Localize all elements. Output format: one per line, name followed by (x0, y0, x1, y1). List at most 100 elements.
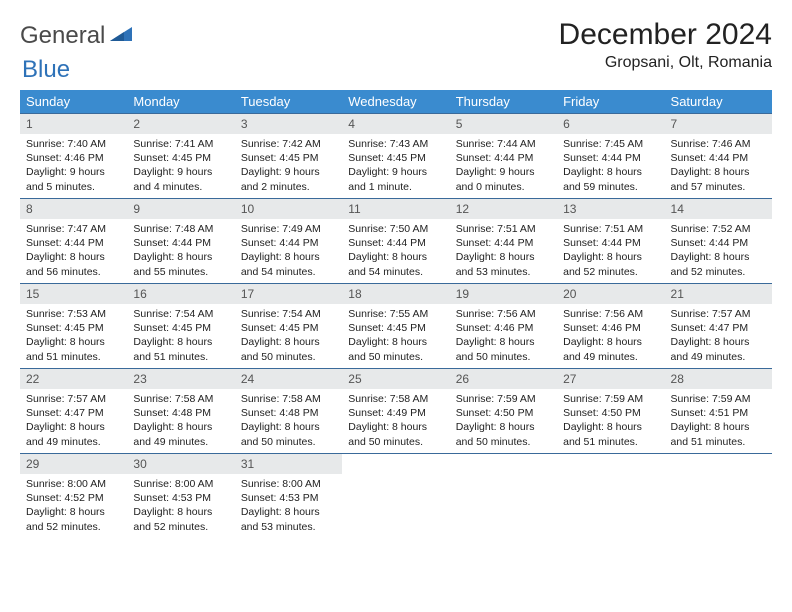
calendar-week-row: 29Sunrise: 8:00 AMSunset: 4:52 PMDayligh… (20, 454, 772, 539)
daylight-text-1: Daylight: 8 hours (456, 335, 551, 349)
daylight-text-2: and 59 minutes. (563, 180, 658, 194)
day-info: Sunrise: 7:40 AMSunset: 4:46 PMDaylight:… (20, 134, 127, 198)
day-info: Sunrise: 7:51 AMSunset: 4:44 PMDaylight:… (557, 219, 664, 283)
day-info: Sunrise: 7:42 AMSunset: 4:45 PMDaylight:… (235, 134, 342, 198)
sunrise-text: Sunrise: 7:51 AM (563, 222, 658, 236)
day-number: 15 (20, 284, 127, 304)
daylight-text-2: and 51 minutes. (26, 350, 121, 364)
daylight-text-1: Daylight: 8 hours (348, 420, 443, 434)
title-block: December 2024 Gropsani, Olt, Romania (559, 18, 772, 72)
daylight-text-2: and 52 minutes. (26, 520, 121, 534)
sunset-text: Sunset: 4:44 PM (456, 151, 551, 165)
calendar-table: Sunday Monday Tuesday Wednesday Thursday… (20, 90, 772, 539)
daylight-text-1: Daylight: 8 hours (671, 250, 766, 264)
sunset-text: Sunset: 4:45 PM (348, 321, 443, 335)
day-info: Sunrise: 7:52 AMSunset: 4:44 PMDaylight:… (665, 219, 772, 283)
sunset-text: Sunset: 4:52 PM (26, 491, 121, 505)
day-info: Sunrise: 7:47 AMSunset: 4:44 PMDaylight:… (20, 219, 127, 283)
weekday-header: Sunday (20, 90, 127, 114)
day-info: Sunrise: 7:43 AMSunset: 4:45 PMDaylight:… (342, 134, 449, 198)
day-info: Sunrise: 7:54 AMSunset: 4:45 PMDaylight:… (235, 304, 342, 368)
calendar-day-cell: 9Sunrise: 7:48 AMSunset: 4:44 PMDaylight… (127, 199, 234, 284)
sunrise-text: Sunrise: 7:53 AM (26, 307, 121, 321)
calendar-day-cell: 26Sunrise: 7:59 AMSunset: 4:50 PMDayligh… (450, 369, 557, 454)
day-number: 13 (557, 199, 664, 219)
calendar-day-cell: 11Sunrise: 7:50 AMSunset: 4:44 PMDayligh… (342, 199, 449, 284)
location-text: Gropsani, Olt, Romania (559, 54, 772, 72)
sunrise-text: Sunrise: 7:44 AM (456, 137, 551, 151)
sunset-text: Sunset: 4:50 PM (563, 406, 658, 420)
calendar-day-cell: 31Sunrise: 8:00 AMSunset: 4:53 PMDayligh… (235, 454, 342, 539)
daylight-text-2: and 57 minutes. (671, 180, 766, 194)
day-info: Sunrise: 7:56 AMSunset: 4:46 PMDaylight:… (450, 304, 557, 368)
daylight-text-1: Daylight: 8 hours (241, 420, 336, 434)
daylight-text-1: Daylight: 8 hours (26, 505, 121, 519)
sunrise-text: Sunrise: 7:46 AM (671, 137, 766, 151)
weekday-header: Thursday (450, 90, 557, 114)
calendar-day-cell: 28Sunrise: 7:59 AMSunset: 4:51 PMDayligh… (665, 369, 772, 454)
day-number: 29 (20, 454, 127, 474)
sunrise-text: Sunrise: 8:00 AM (133, 477, 228, 491)
sunrise-text: Sunrise: 7:59 AM (563, 392, 658, 406)
daylight-text-1: Daylight: 8 hours (133, 420, 228, 434)
daylight-text-2: and 5 minutes. (26, 180, 121, 194)
day-info: Sunrise: 7:58 AMSunset: 4:48 PMDaylight:… (235, 389, 342, 453)
weekday-header: Monday (127, 90, 234, 114)
calendar-day-cell: 29 Sunrise: 8:00 AMSunset: 4:52 PMDayligh… (20, 454, 127, 539)
daylight-text-2: and 56 minutes. (26, 265, 121, 279)
calendar-day-cell: 19Sunrise: 7:56 AMSunset: 4:46 PMDayligh… (450, 284, 557, 369)
daylight-text-2: and 52 minutes. (671, 265, 766, 279)
calendar-day-cell: 6Sunrise: 7:45 AMSunset: 4:44 PMDaylight… (557, 114, 664, 199)
sunset-text: Sunset: 4:48 PM (241, 406, 336, 420)
sunrise-text: Sunrise: 7:58 AM (241, 392, 336, 406)
sunrise-text: Sunrise: 8:00 AM (241, 477, 336, 491)
calendar-day-cell: 24Sunrise: 7:58 AMSunset: 4:48 PMDayligh… (235, 369, 342, 454)
calendar-day-cell: 20Sunrise: 7:56 AMSunset: 4:46 PMDayligh… (557, 284, 664, 369)
calendar-day-cell: 12Sunrise: 7:51 AMSunset: 4:44 PMDayligh… (450, 199, 557, 284)
day-number: 3 (235, 114, 342, 134)
daylight-text-2: and 4 minutes. (133, 180, 228, 194)
weekday-header: Tuesday (235, 90, 342, 114)
sunset-text: Sunset: 4:45 PM (348, 151, 443, 165)
sunrise-text: Sunrise: 7:52 AM (671, 222, 766, 236)
daylight-text-1: Daylight: 8 hours (563, 420, 658, 434)
daylight-text-1: Daylight: 8 hours (563, 335, 658, 349)
calendar-page: General December 2024 Gropsani, Olt, Rom… (0, 0, 792, 549)
sunset-text: Sunset: 4:46 PM (26, 151, 121, 165)
calendar-day-cell: 18Sunrise: 7:55 AMSunset: 4:45 PMDayligh… (342, 284, 449, 369)
sunset-text: Sunset: 4:44 PM (671, 236, 766, 250)
calendar-day-cell: 22Sunrise: 7:57 AMSunset: 4:47 PMDayligh… (20, 369, 127, 454)
daylight-text-1: Daylight: 8 hours (456, 250, 551, 264)
sunset-text: Sunset: 4:44 PM (563, 236, 658, 250)
daylight-text-1: Daylight: 8 hours (26, 250, 121, 264)
brand-part1: General (20, 22, 105, 50)
sunrise-text: Sunrise: 8:00 AM (26, 477, 121, 491)
sunset-text: Sunset: 4:44 PM (241, 236, 336, 250)
daylight-text-1: Daylight: 8 hours (456, 420, 551, 434)
daylight-text-1: Daylight: 9 hours (26, 165, 121, 179)
calendar-week-row: 22Sunrise: 7:57 AMSunset: 4:47 PMDayligh… (20, 369, 772, 454)
day-number: 27 (557, 369, 664, 389)
weekday-header: Friday (557, 90, 664, 114)
daylight-text-2: and 53 minutes. (456, 265, 551, 279)
daylight-text-1: Daylight: 9 hours (241, 165, 336, 179)
sunrise-text: Sunrise: 7:58 AM (133, 392, 228, 406)
sunrise-text: Sunrise: 7:41 AM (133, 137, 228, 151)
sunrise-text: Sunrise: 7:57 AM (26, 392, 121, 406)
sunrise-text: Sunrise: 7:59 AM (456, 392, 551, 406)
weekday-header: Wednesday (342, 90, 449, 114)
daylight-text-1: Daylight: 8 hours (563, 250, 658, 264)
daylight-text-1: Daylight: 8 hours (133, 250, 228, 264)
daylight-text-2: and 2 minutes. (241, 180, 336, 194)
brand-part2: Blue (22, 56, 70, 83)
sunrise-text: Sunrise: 7:56 AM (456, 307, 551, 321)
sunset-text: Sunset: 4:49 PM (348, 406, 443, 420)
sunset-text: Sunset: 4:46 PM (456, 321, 551, 335)
daylight-text-2: and 50 minutes. (348, 350, 443, 364)
day-number: 24 (235, 369, 342, 389)
daylight-text-2: and 50 minutes. (241, 350, 336, 364)
daylight-text-2: and 54 minutes. (241, 265, 336, 279)
sunset-text: Sunset: 4:50 PM (456, 406, 551, 420)
sunrise-text: Sunrise: 7:43 AM (348, 137, 443, 151)
daylight-text-2: and 52 minutes. (133, 520, 228, 534)
